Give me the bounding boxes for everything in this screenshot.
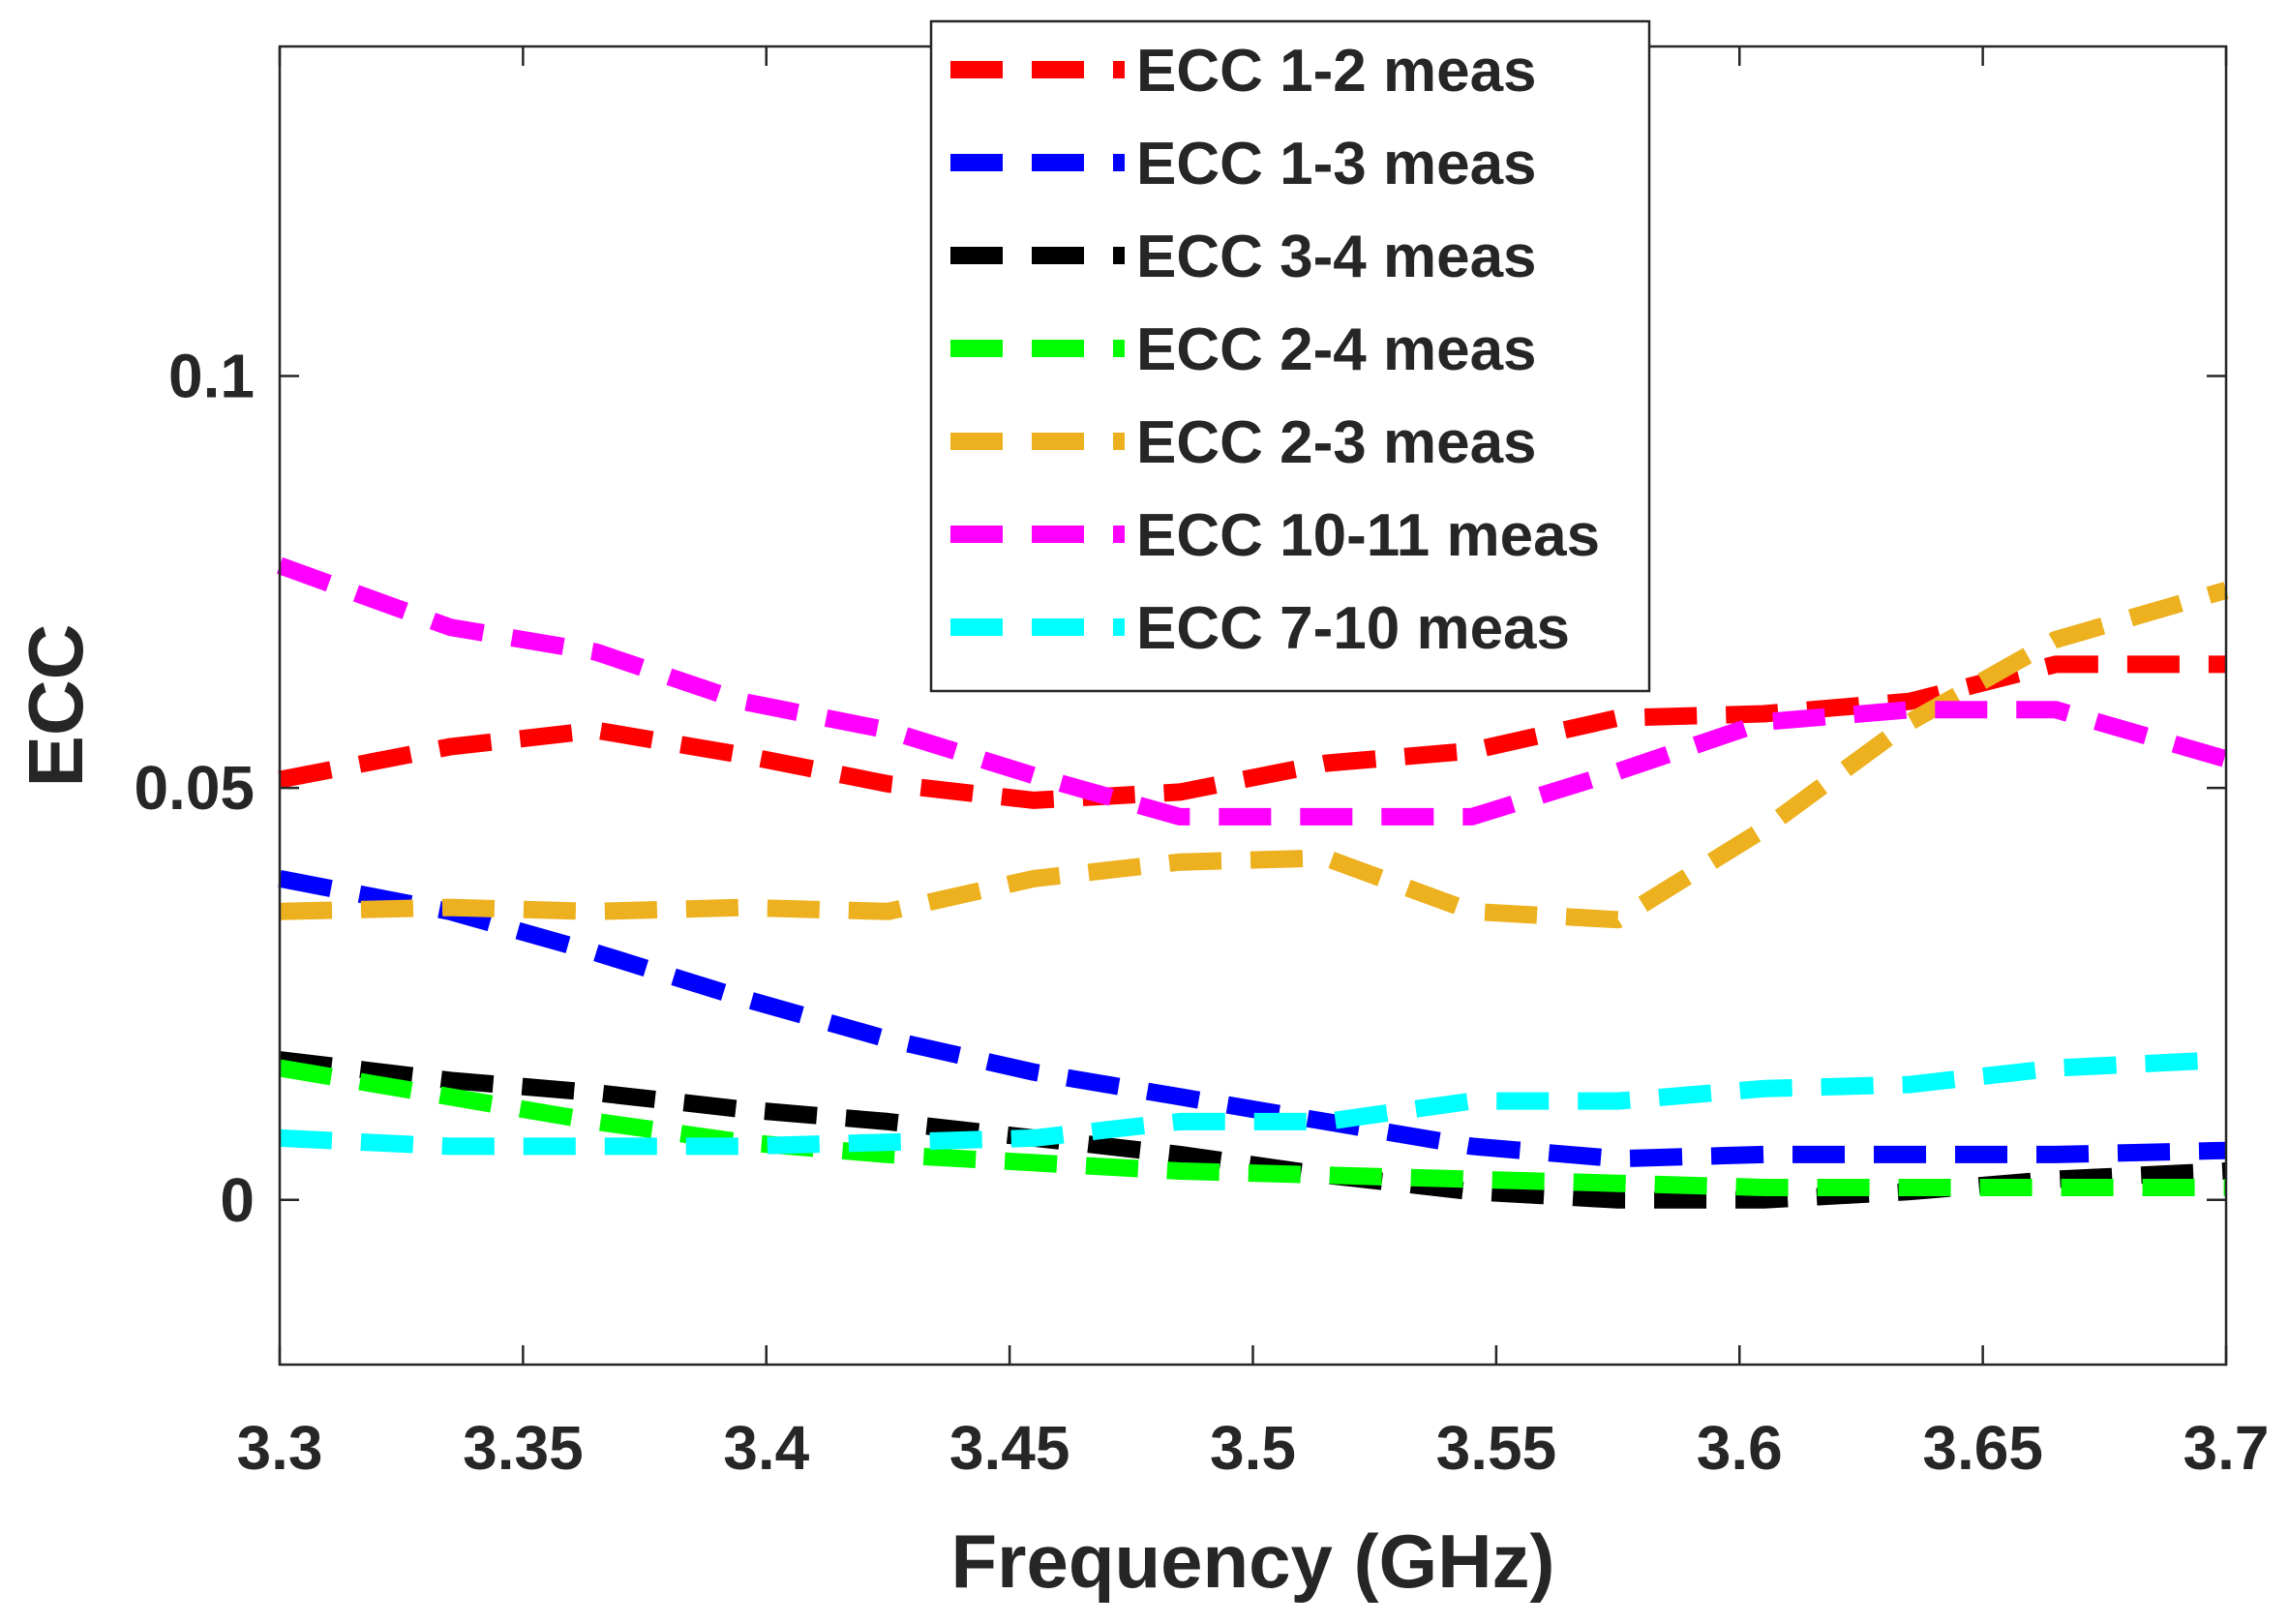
y-tick-label: 0 — [220, 1165, 255, 1235]
legend-label-2: ECC 1-3 meas — [1136, 131, 1537, 197]
series-line-5 — [279, 582, 2229, 929]
x-tick-label: 3.3 — [237, 1413, 323, 1483]
legend-label-4: ECC 2-4 meas — [1136, 316, 1537, 383]
x-tick-label: 3.4 — [723, 1413, 809, 1483]
legend-label-7: ECC 7-10 meas — [1136, 595, 1570, 662]
y-tick-label: 0.05 — [134, 753, 255, 823]
x-axis-label: Frequency (GHz) — [950, 1519, 1554, 1604]
y-tick-label: 0.1 — [168, 342, 255, 411]
series-line-7 — [279, 1051, 2227, 1156]
x-tick-label: 3.7 — [2184, 1413, 2270, 1483]
series-line-2 — [278, 869, 2227, 1168]
x-tick-label: 3.65 — [1922, 1413, 2043, 1483]
x-tick-label: 3.5 — [1210, 1413, 1296, 1483]
x-tick-label: 3.35 — [463, 1413, 584, 1483]
legend-box — [929, 19, 1651, 693]
legend-label-1: ECC 1-2 meas — [1136, 38, 1537, 105]
series-line-6 — [276, 556, 2229, 826]
legend-label-6: ECC 10-11 meas — [1136, 502, 1600, 569]
x-tick-label: 3.55 — [1436, 1413, 1557, 1483]
x-tick-label: 3.45 — [949, 1413, 1070, 1483]
legend-label-3: ECC 3-4 meas — [1136, 224, 1537, 290]
series-line-1 — [278, 655, 2226, 809]
series-line-4 — [278, 1059, 2226, 1196]
x-tick-label: 3.6 — [1697, 1413, 1783, 1483]
y-axis-label: ECC — [13, 624, 99, 788]
legend-label-5: ECC 2-3 meas — [1136, 409, 1537, 476]
